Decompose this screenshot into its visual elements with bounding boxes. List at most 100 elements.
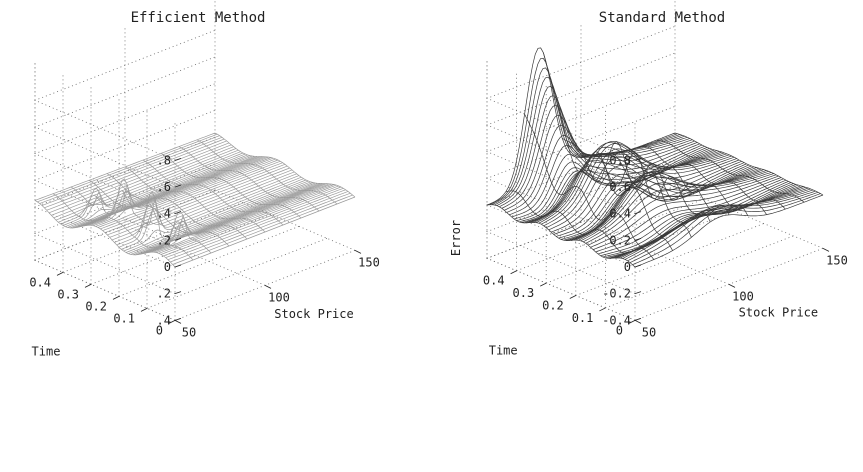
x-tick-label: 50	[182, 325, 196, 339]
z-tick	[174, 211, 182, 215]
y-axis-label: Time	[489, 344, 518, 358]
mesh-line	[524, 113, 673, 251]
grid-hline	[33, 83, 216, 215]
grid-floor	[486, 257, 636, 321]
z-tick-label: .4	[157, 313, 171, 327]
y-tick-label: 0	[156, 323, 163, 337]
z-tick-label: .6	[157, 180, 171, 194]
mesh-line	[34, 200, 176, 268]
mesh-line	[178, 146, 320, 212]
mesh-line	[196, 139, 338, 205]
y-tick	[56, 271, 64, 276]
y-tick-label: 0.2	[85, 299, 107, 313]
x-tick	[354, 249, 362, 254]
grid-hline	[33, 29, 216, 161]
chart-title: Standard Method	[599, 10, 725, 26]
surface-mesh	[34, 132, 356, 268]
y-tick	[569, 295, 576, 299]
z-tick-label: .2	[157, 287, 171, 301]
grid-hline	[485, 25, 676, 161]
mesh-line	[124, 166, 266, 233]
z-tick	[174, 291, 182, 295]
mesh-line	[580, 152, 730, 217]
z-tick-label: -0.2	[602, 287, 631, 301]
chart-1: .4.20.2.4.6.85010015000.10.20.30.4Effici…	[29, 0, 380, 358]
grid-hline	[485, 159, 676, 295]
grid-hline	[485, 105, 676, 241]
grid-hline	[33, 136, 216, 268]
mesh-line	[637, 146, 786, 210]
x-axis-label: Stock Price	[274, 307, 353, 321]
y-tick	[628, 319, 636, 324]
grid-lines	[33, 0, 356, 321]
mesh-line	[543, 52, 692, 238]
mesh-line	[106, 173, 248, 240]
z-tick	[174, 157, 182, 161]
grid-hline	[485, 132, 676, 268]
z-tick-label: .4	[157, 207, 171, 221]
mesh-line	[599, 152, 749, 216]
x-tick	[174, 319, 182, 324]
z-tick-label: 0.8	[609, 153, 631, 167]
y-tick	[112, 295, 120, 300]
y-tick-label: 0.3	[513, 286, 535, 300]
z-tick-label: 0	[164, 260, 171, 274]
y-tick-label: 0.2	[542, 299, 564, 313]
mesh-line	[70, 184, 212, 254]
z-tick-label: 0.4	[609, 207, 631, 221]
x-axis-label: Stock Price	[739, 306, 818, 320]
y-tick	[510, 270, 517, 275]
y-tick	[168, 319, 176, 324]
grid-hline	[33, 109, 216, 241]
grid-floor	[580, 221, 730, 285]
y-tick	[540, 282, 547, 287]
y-tick	[599, 307, 606, 312]
z-tick	[634, 237, 642, 241]
x-tick-label: 100	[732, 289, 754, 303]
mesh-line	[620, 187, 809, 259]
grid-floor	[146, 237, 328, 309]
y-tick-label: 0.4	[29, 275, 51, 289]
mesh-line	[214, 132, 356, 198]
x-tick-label: 50	[642, 325, 656, 339]
z-tick-label: 0	[624, 260, 631, 274]
y-tick	[84, 283, 92, 288]
y-tick-label: 0.1	[113, 311, 135, 325]
mesh-line	[627, 190, 816, 262]
z-tick	[174, 317, 182, 321]
z-tick-label: -0.4	[602, 313, 631, 327]
z-tick-label: .2	[157, 233, 171, 247]
z-tick	[634, 317, 642, 321]
y-tick-label: 0.3	[57, 287, 79, 301]
x-tick-label: 150	[358, 255, 380, 269]
y-tick-label: 0.1	[572, 311, 594, 325]
z-tick-label: 0.6	[609, 180, 631, 194]
mesh-line	[674, 132, 824, 196]
grid-lines	[485, 0, 824, 321]
grid-hline	[33, 163, 216, 295]
grid-floor	[214, 189, 356, 251]
x-tick-label: 150	[826, 253, 848, 267]
x-tick	[728, 283, 736, 288]
mesh-line	[505, 190, 655, 260]
mesh-line	[656, 139, 805, 203]
mesh-line	[88, 180, 230, 247]
y-axis-label: Time	[32, 344, 61, 358]
x-tick	[634, 319, 642, 324]
mesh-line	[486, 204, 636, 268]
z-tick	[174, 184, 182, 188]
mesh-line	[142, 159, 284, 226]
x-tick-label: 100	[268, 290, 290, 304]
z-tick-label: .8	[157, 153, 171, 167]
z-tick	[634, 211, 642, 215]
mesh-line	[602, 182, 792, 258]
z-tick	[634, 184, 642, 188]
grid-hline	[485, 52, 676, 188]
grid-hline	[485, 79, 676, 215]
z-axis-label: Error	[449, 220, 463, 256]
z-tick	[174, 237, 182, 241]
z-tick	[634, 157, 642, 161]
mesh-line	[618, 150, 767, 215]
grid-floor	[674, 185, 824, 249]
